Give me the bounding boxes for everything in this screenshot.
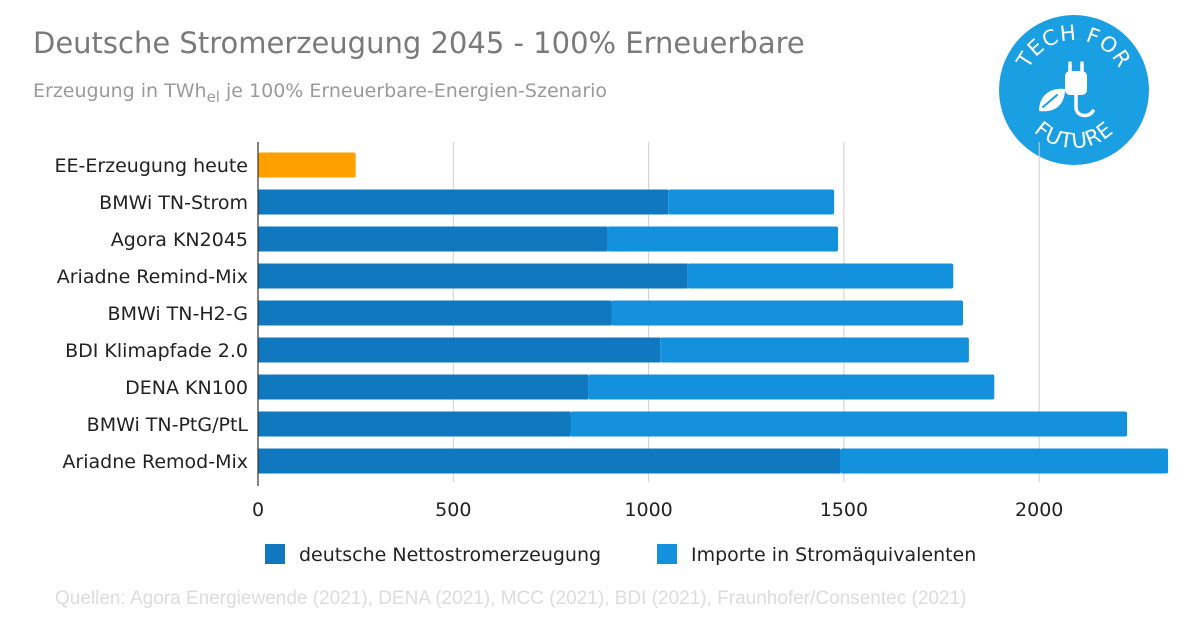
source-note: Quellen: Agora Energiewende (2021), DENA… bbox=[55, 588, 967, 609]
chart-subtitle: Erzeugung in TWhel je 100% Erneuerbare-E… bbox=[33, 80, 607, 106]
bar-segment bbox=[611, 300, 964, 326]
bar-segment bbox=[668, 189, 835, 215]
bar-segment bbox=[258, 300, 612, 326]
x-tick-label: 0 bbox=[252, 499, 264, 521]
x-tick-label: 1500 bbox=[820, 499, 868, 521]
category-label: Ariadne Remind-Mix bbox=[57, 266, 248, 288]
bar-segment bbox=[258, 189, 669, 215]
category-label: BMWi TN-Strom bbox=[99, 192, 248, 214]
bar-segment bbox=[258, 152, 356, 178]
bar-segment bbox=[258, 337, 661, 363]
category-label: DENA KN100 bbox=[125, 377, 248, 399]
bar-segment bbox=[570, 411, 1128, 437]
subtitle-unit-subscript: el bbox=[206, 88, 220, 106]
bar-segment bbox=[660, 337, 969, 363]
subtitle-text-before: Erzeugung in TWh bbox=[33, 80, 207, 102]
legend-swatch-netto bbox=[265, 544, 285, 564]
category-label: BMWi TN-H2-G bbox=[108, 303, 248, 325]
x-tick-label: 2000 bbox=[1015, 499, 1063, 521]
category-label: Ariadne Remod-Mix bbox=[62, 451, 248, 473]
tech-for-future-logo: TECH FOR FUTURE bbox=[999, 15, 1149, 165]
x-tick-label: 1000 bbox=[624, 499, 672, 521]
legend-label-importe: Importe in Stromäquivalenten bbox=[691, 544, 977, 566]
bar-segment bbox=[258, 226, 608, 252]
bar-segment bbox=[258, 263, 688, 289]
legend-label-netto: deutsche Nettostromerzeugung bbox=[299, 544, 602, 566]
category-label: EE-Erzeugung heute bbox=[54, 155, 248, 177]
legend-item-netto: deutsche Nettostromerzeugung bbox=[265, 544, 601, 566]
bar-segment bbox=[258, 448, 840, 474]
subtitle-text-after: je 100% Erneuerbare-Energien-Szenario bbox=[219, 80, 608, 102]
bar-segment bbox=[258, 411, 571, 437]
bar-segment bbox=[839, 448, 1169, 474]
bar-segment bbox=[687, 263, 954, 289]
category-label: BDI Klimapfade 2.0 bbox=[65, 340, 248, 362]
x-tick-label: 500 bbox=[435, 499, 471, 521]
plug-leaf-icon bbox=[1039, 61, 1095, 118]
chart-title: Deutsche Stromerzeugung 2045 - 100% Erne… bbox=[33, 26, 805, 60]
bar-segment bbox=[588, 374, 995, 400]
legend-item-importe: Importe in Stromäquivalenten bbox=[657, 544, 976, 566]
bar-segment bbox=[607, 226, 839, 252]
category-label: BMWi TN-PtG/PtL bbox=[87, 414, 249, 436]
category-label: Agora KN2045 bbox=[111, 229, 248, 251]
bar-segment bbox=[258, 374, 589, 400]
legend-swatch-importe bbox=[657, 544, 677, 564]
